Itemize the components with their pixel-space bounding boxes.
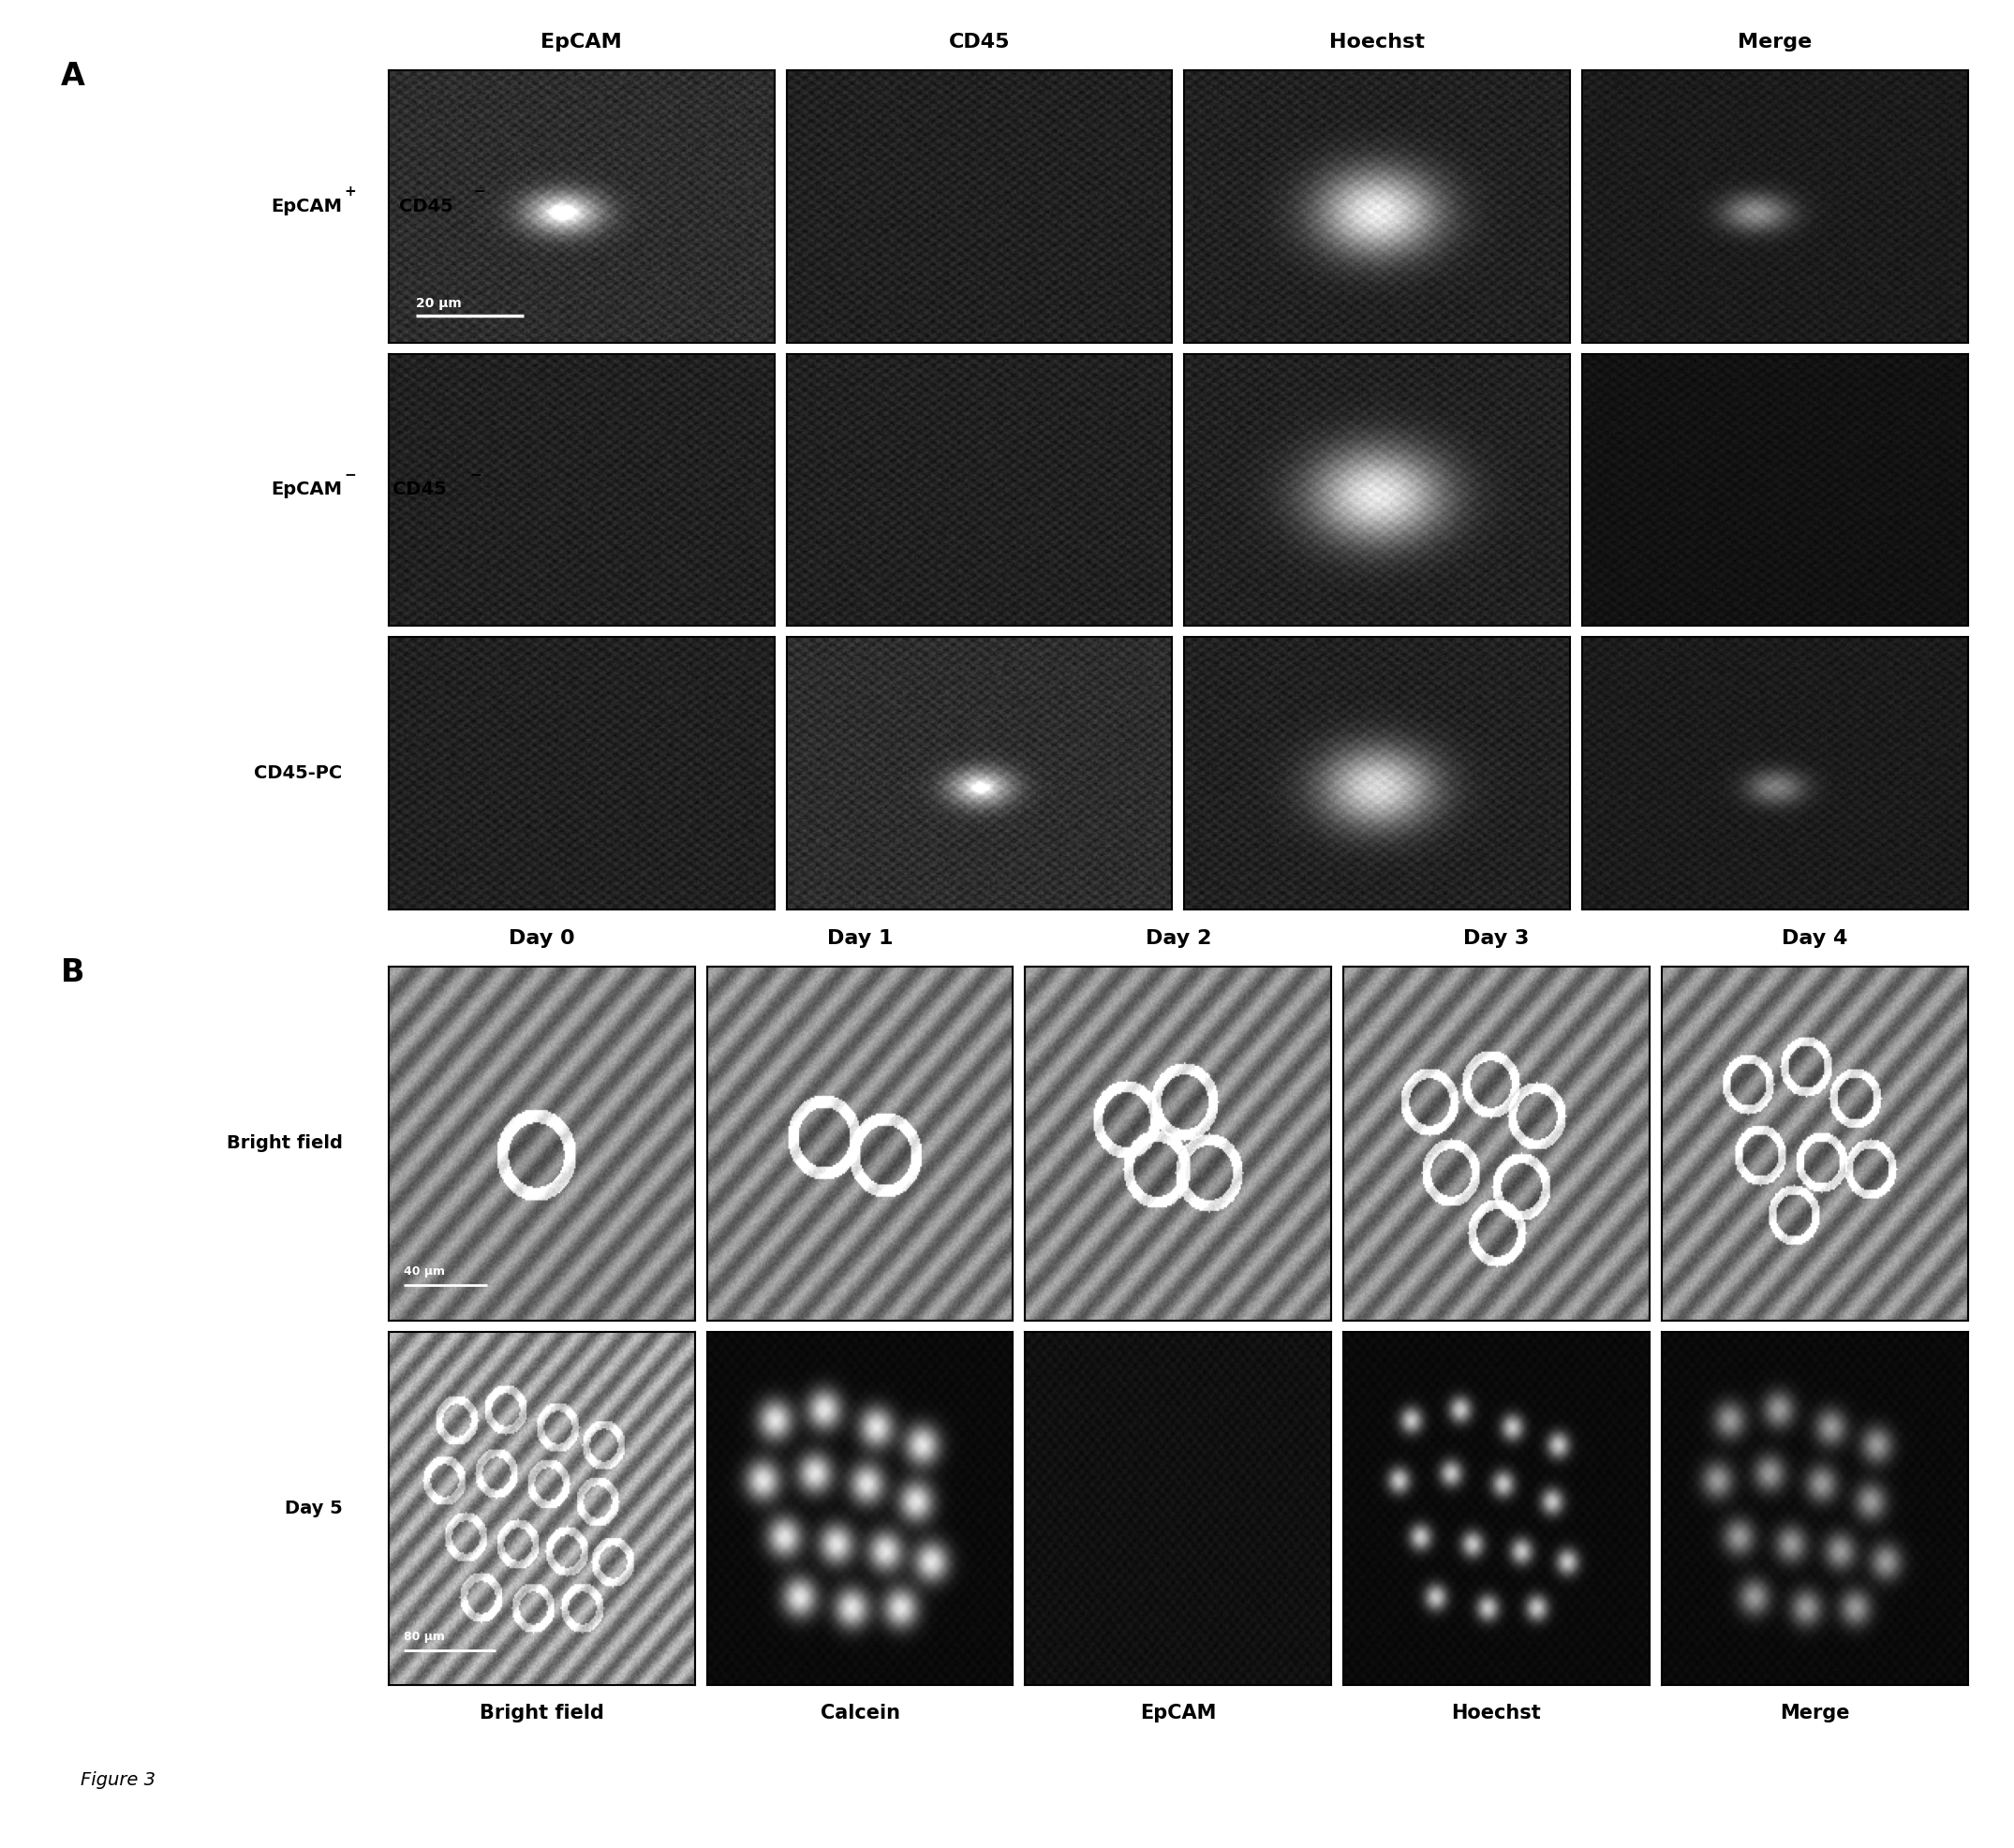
Text: Bright field: Bright field bbox=[479, 1704, 604, 1722]
Text: −: − bbox=[473, 185, 485, 198]
Text: B: B bbox=[60, 957, 85, 989]
Text: Day 1: Day 1 bbox=[828, 930, 892, 948]
Text: CD45: CD45 bbox=[399, 198, 453, 214]
Text: Figure 3: Figure 3 bbox=[81, 1770, 155, 1789]
Text: 80 μm: 80 μm bbox=[405, 1630, 445, 1643]
Text: −: − bbox=[469, 468, 481, 482]
Text: Merge: Merge bbox=[1738, 33, 1813, 52]
Text: 20 μm: 20 μm bbox=[415, 298, 461, 310]
Text: EpCAM: EpCAM bbox=[542, 33, 622, 52]
Text: EpCAM: EpCAM bbox=[1140, 1704, 1216, 1722]
Text: Bright field: Bright field bbox=[226, 1135, 342, 1153]
Text: Day 5: Day 5 bbox=[284, 1499, 342, 1517]
Text: −: − bbox=[344, 468, 356, 482]
Text: EpCAM: EpCAM bbox=[272, 198, 342, 214]
Text: Day 0: Day 0 bbox=[510, 930, 574, 948]
Text: Hoechst: Hoechst bbox=[1452, 1704, 1541, 1722]
Text: EpCAM: EpCAM bbox=[272, 480, 342, 499]
Text: Hoechst: Hoechst bbox=[1329, 33, 1424, 52]
Text: +: + bbox=[344, 185, 356, 198]
Text: A: A bbox=[60, 61, 85, 92]
Text: CD45: CD45 bbox=[393, 480, 447, 499]
Text: CD45-PC: CD45-PC bbox=[254, 765, 342, 782]
Text: Day 3: Day 3 bbox=[1464, 930, 1529, 948]
Text: Merge: Merge bbox=[1780, 1704, 1849, 1722]
Text: CD45: CD45 bbox=[949, 33, 1009, 52]
Text: Calcein: Calcein bbox=[820, 1704, 900, 1722]
Text: Day 4: Day 4 bbox=[1782, 930, 1847, 948]
Text: Day 2: Day 2 bbox=[1146, 930, 1210, 948]
Text: 40 μm: 40 μm bbox=[405, 1266, 445, 1279]
